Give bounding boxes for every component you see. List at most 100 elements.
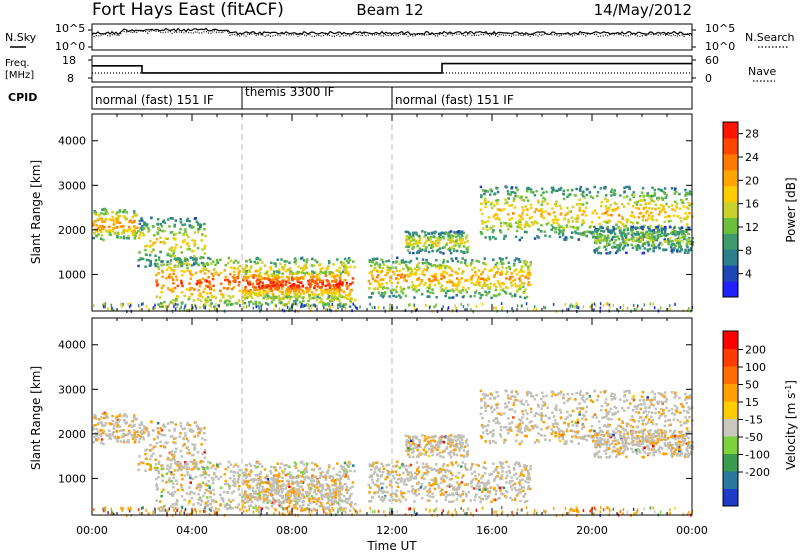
power-scatter-cell (662, 204, 665, 208)
velocity-scatter-cell (145, 457, 148, 461)
velocity-scatter-cell (293, 461, 297, 464)
power-scatter-cell (452, 249, 456, 252)
power-scatter-cell (667, 215, 670, 218)
velocity-scatter-cell (275, 486, 279, 489)
power-scatter-cell (479, 208, 483, 212)
velocity-scatter-cell (332, 483, 336, 487)
power-scatter-cell (618, 245, 622, 248)
power-scatter-cell (258, 292, 261, 295)
power-scatter-cell (336, 258, 339, 261)
power-scatter-cell (489, 227, 492, 230)
power-scatter-cell (534, 220, 537, 223)
power-scatter-cell (356, 307, 358, 310)
velocity-scatter-cell (252, 506, 255, 509)
velocity-scatter-cell (290, 474, 293, 477)
power-scatter-cell (591, 196, 595, 200)
power-scatter-cell (551, 188, 555, 192)
power-scatter-cell (188, 224, 192, 227)
power-scatter-cell (138, 219, 141, 223)
power-scatter-cell (586, 187, 589, 191)
power-scatter-cell (632, 214, 635, 218)
power-scatter-cell (341, 270, 345, 273)
power-scatter-cell (664, 234, 668, 237)
power-scatter-cell (680, 248, 683, 252)
velocity-scatter-cell (260, 507, 264, 510)
power-scatter-cell (481, 212, 484, 216)
power-scatter-cell (631, 221, 635, 225)
velocity-scatter-cell (188, 424, 192, 427)
power-scatter-cell (499, 272, 502, 275)
power-scatter-cell (228, 283, 231, 286)
power-scatter-cell (287, 301, 291, 304)
power-scatter-cell (486, 292, 489, 295)
velocity-scatter-cell (283, 467, 287, 471)
power-scatter-cell (372, 268, 376, 271)
power-scatter-cell (263, 264, 267, 267)
power-scatter-cell (518, 226, 522, 229)
power-scatter-cell (496, 270, 499, 274)
velocity-scatter-cell (184, 434, 187, 438)
velocity-scatter-cell (248, 485, 251, 488)
power-scatter-cell (683, 235, 687, 238)
power-scatter-cell (244, 291, 248, 295)
power-scatter-cell (339, 294, 342, 298)
power-scatter-cell (583, 210, 586, 214)
velocity-scatter-cell (471, 472, 474, 475)
velocity-scatter-cell (285, 479, 289, 483)
velocity-scatter-cell (138, 455, 141, 458)
power-scatter-cell (593, 251, 597, 254)
power-scatter-cell (526, 307, 529, 311)
velocity-scatter-cell (496, 474, 499, 478)
power-scatter-cell (282, 295, 286, 299)
velocity-scatter-cell (393, 477, 396, 480)
power-scatter-cell (269, 296, 272, 299)
velocity-scatter-cell (199, 461, 202, 464)
velocity-scatter-cell (344, 468, 348, 472)
power-scatter-cell (605, 239, 609, 243)
date-title: 14/May/2012 (594, 1, 692, 19)
power-scatter-cell (437, 264, 440, 268)
power-scatter-cell (133, 213, 136, 217)
power-scatter-cell (688, 242, 691, 245)
power-scatter-cell (599, 237, 602, 241)
velocity-scatter-cell (339, 476, 343, 479)
power-scatter-cell (501, 308, 503, 312)
velocity-scatter-cell (302, 503, 305, 507)
velocity-scatter-cell (161, 467, 164, 470)
power-scatter-cell (669, 307, 671, 311)
power-scatter-cell (600, 200, 604, 204)
power-scatter-cell (102, 305, 105, 309)
power-scatter-cell (562, 189, 565, 193)
power-scatter-cell (455, 249, 459, 253)
velocity-scatter-cell (288, 501, 291, 505)
power-scatter-cell (115, 233, 118, 237)
power-scatter-cell (528, 274, 532, 277)
power-scatter-cell (154, 303, 156, 307)
power-scatter-cell (537, 228, 540, 231)
power-scatter-cell (209, 285, 212, 289)
velocity-scatter-cell (185, 437, 189, 440)
velocity-scatter-cell (269, 493, 273, 496)
power-scatter-cell (174, 299, 177, 302)
velocity-scatter-cell (189, 481, 192, 484)
velocity-scatter-cell (291, 482, 295, 486)
velocity-scatter-cell (462, 474, 465, 477)
power-scatter-cell (139, 308, 141, 312)
power-scatter-cell (461, 295, 465, 299)
velocity-scatter-cell (480, 490, 484, 493)
power-scatter-cell (572, 225, 575, 229)
power-scatter-cell (552, 303, 555, 306)
power-scatter-cell (567, 218, 570, 222)
velocity-scatter-cell (347, 477, 350, 480)
power-colorbar-frame (722, 121, 739, 298)
power-scatter-cell (173, 286, 177, 290)
power-scatter-cell (300, 256, 304, 260)
power-scatter-cell (447, 234, 451, 237)
power-scatter-cell (281, 290, 284, 294)
velocity-scatter-cell (331, 484, 334, 487)
power-scatter-cell (112, 227, 116, 230)
power-scatter-cell (285, 289, 288, 293)
velocity-scatter-cell (299, 485, 302, 488)
power-scatter-cell (676, 250, 679, 253)
power-scatter-cell (381, 295, 385, 299)
